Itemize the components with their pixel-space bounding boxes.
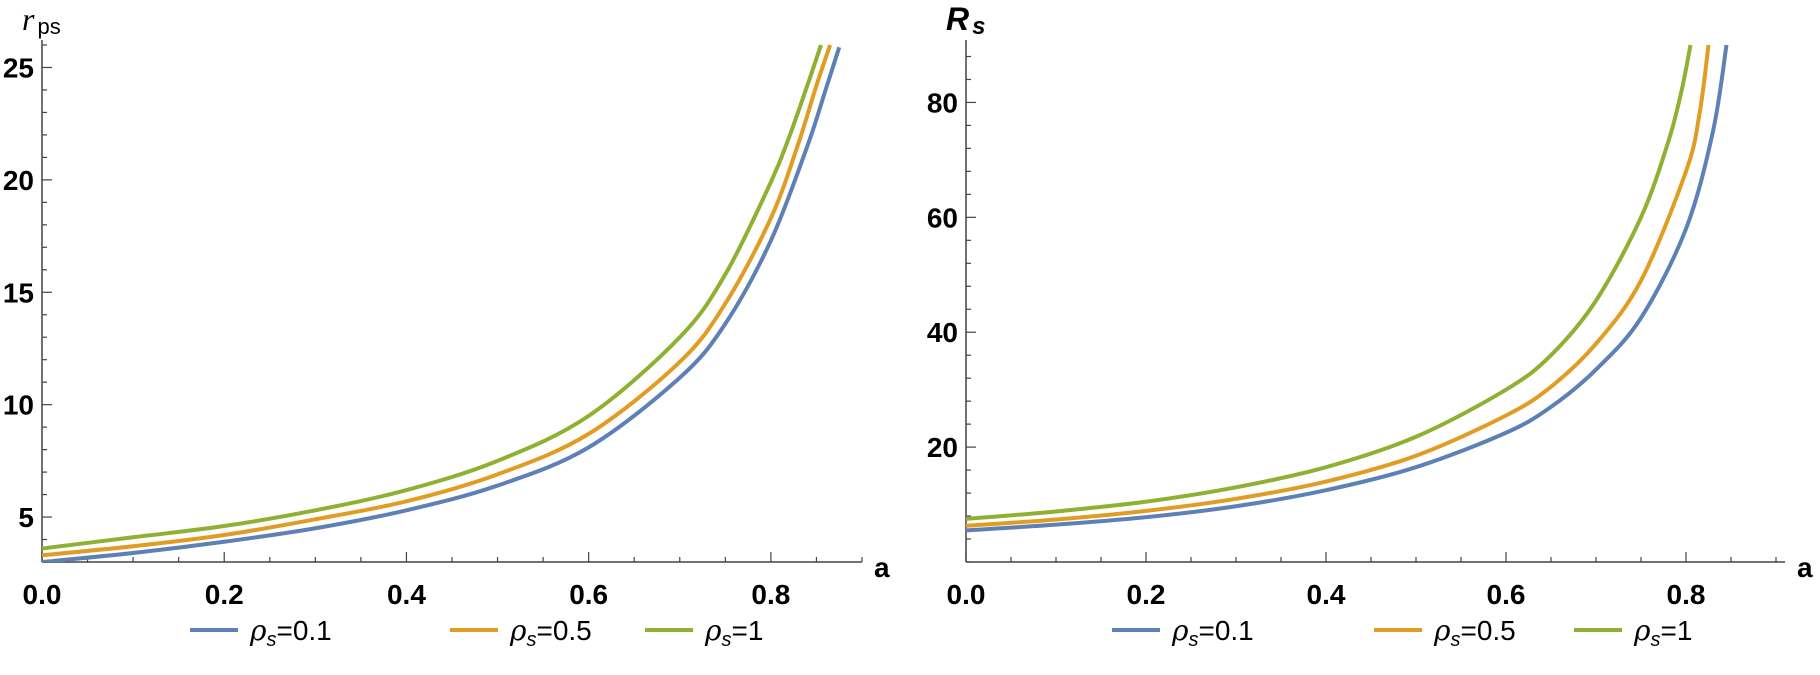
x-axis-label: a bbox=[1797, 552, 1813, 583]
legend-item-1: ρs=0.1 bbox=[190, 614, 332, 651]
legend-label: ρs=0.5 bbox=[509, 614, 592, 651]
series-line-1 bbox=[966, 44, 1729, 533]
series-line-3 bbox=[42, 44, 823, 551]
legend-item-2: ρs=0.5 bbox=[450, 614, 592, 651]
x-tick-label: 0.8 bbox=[751, 579, 790, 610]
x-tick-label: 0.2 bbox=[1127, 579, 1166, 610]
legend-item-3: ρs=1 bbox=[645, 614, 763, 651]
legend-label: ρs=0.1 bbox=[1171, 614, 1254, 651]
series-line-2 bbox=[966, 44, 1711, 528]
y-tick-label: 20 bbox=[3, 165, 34, 196]
x-tick-label: 0.6 bbox=[569, 579, 608, 610]
legend-label: ρs=1 bbox=[704, 614, 763, 651]
legend-item-2: ρs=0.5 bbox=[1374, 614, 1516, 651]
x-tick-label: 0.4 bbox=[1307, 579, 1346, 610]
y-axis-label: r ps bbox=[22, 1, 61, 39]
y-tick-label: 25 bbox=[3, 52, 34, 83]
x-axis-label: a bbox=[874, 552, 890, 583]
x-tick-label: 0.6 bbox=[1487, 579, 1526, 610]
y-tick-label: 10 bbox=[3, 390, 34, 421]
y-tick-label: 20 bbox=[927, 432, 958, 463]
chart-panel-2: 0.0 0.2 0.4 0.6 0.8 20 40 60 80 a R s ρs=0.1 ρs=0.5 ρs… bbox=[927, 1, 1813, 651]
series-line-2 bbox=[42, 44, 833, 558]
y-tick-label: 80 bbox=[927, 87, 958, 118]
y-tick-label: 15 bbox=[3, 277, 34, 308]
y-tick-label: 60 bbox=[927, 202, 958, 233]
legend-item-1: ρs=0.1 bbox=[1112, 614, 1254, 651]
y-tick-label: 5 bbox=[18, 502, 34, 533]
legend-item-3: ρs=1 bbox=[1574, 614, 1692, 651]
legend-label: ρs=0.5 bbox=[1433, 614, 1516, 651]
x-tick-label: 0.0 bbox=[947, 579, 986, 610]
y-tick-label: 40 bbox=[927, 317, 958, 348]
series-line-3 bbox=[966, 44, 1693, 521]
x-tick-label: 0.0 bbox=[23, 579, 62, 610]
x-tick-label: 0.4 bbox=[387, 579, 426, 610]
legend-label: ρs=0.1 bbox=[249, 614, 332, 651]
x-tick-label: 0.2 bbox=[205, 579, 244, 610]
chart-panel-1: 0.0 0.2 0.4 0.6 0.8 5 10 15 20 25 a r ps ρs=0.1 ρs=0.5… bbox=[3, 1, 890, 651]
legend-label: ρs=1 bbox=[1633, 614, 1692, 651]
series-line-1 bbox=[42, 46, 842, 562]
x-tick-label: 0.8 bbox=[1667, 579, 1706, 610]
